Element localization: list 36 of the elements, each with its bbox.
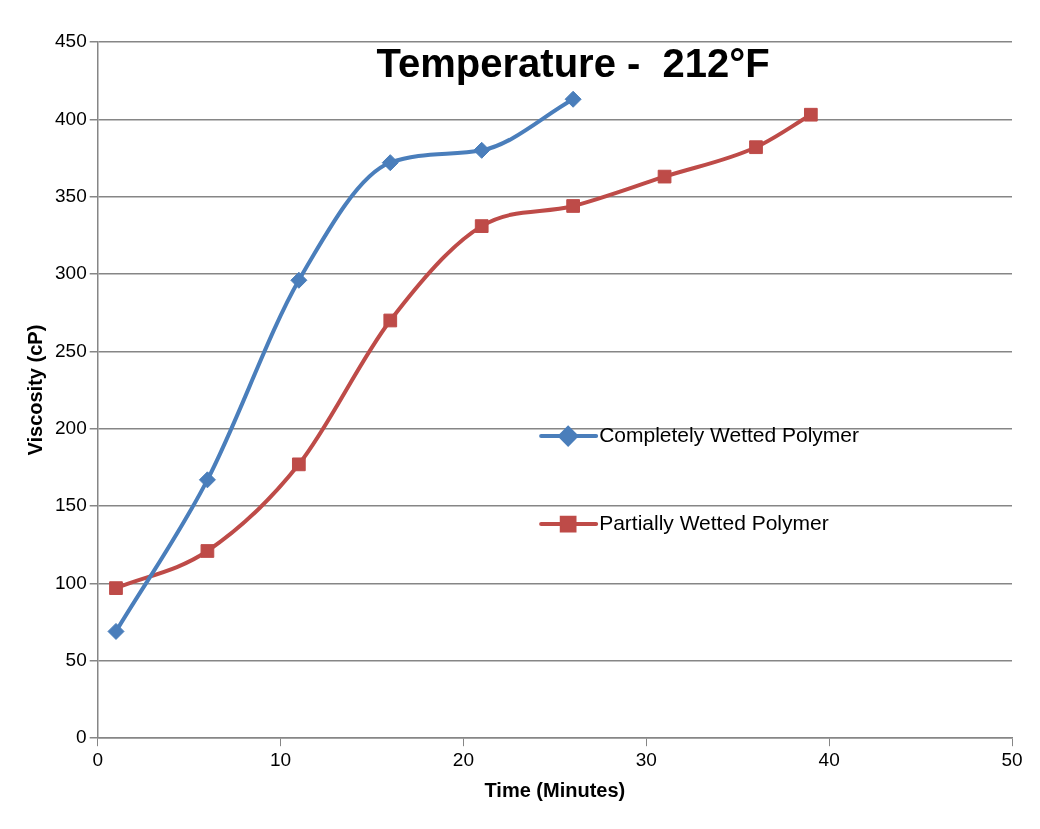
y-tick-label: 150 xyxy=(55,494,87,516)
x-tick-label: 20 xyxy=(452,748,474,770)
y-tick-label: 50 xyxy=(65,649,87,671)
point xyxy=(383,313,398,328)
y-tick-label: 250 xyxy=(55,339,87,361)
y-tick-label: 400 xyxy=(55,107,87,129)
x-tick-label: 10 xyxy=(269,748,292,770)
x-tick-label: 30 xyxy=(635,748,657,770)
point xyxy=(657,169,672,184)
chart-title: Temperature - 212°F xyxy=(376,41,770,86)
legend-label: Completely Wetted Polymer xyxy=(599,422,860,446)
y-tick-label: 100 xyxy=(55,571,87,593)
point xyxy=(200,544,215,558)
y-axis-title: Viscosity (cP) xyxy=(23,324,46,456)
x-tick-label: 0 xyxy=(92,748,103,770)
y-tick-label: 0 xyxy=(76,726,87,748)
point xyxy=(566,199,580,213)
y-tick-label: 350 xyxy=(55,184,87,206)
point xyxy=(290,271,308,289)
point xyxy=(803,107,818,122)
point xyxy=(291,457,306,472)
point xyxy=(749,140,763,155)
point xyxy=(107,622,125,640)
point xyxy=(381,154,399,172)
y-tick-label: 200 xyxy=(55,417,87,439)
legend-label: Partially Wetted Polymer xyxy=(599,510,829,534)
x-tick-label: 50 xyxy=(1001,748,1023,770)
point xyxy=(109,581,123,595)
point xyxy=(198,471,216,489)
point xyxy=(564,90,582,108)
x-axis-title: Time (Minutes) xyxy=(484,778,626,801)
y-tick-label: 300 xyxy=(55,262,87,284)
x-tick-label: 40 xyxy=(818,748,840,770)
point xyxy=(474,219,489,233)
point xyxy=(473,141,491,159)
y-tick-label: 450 xyxy=(55,30,87,52)
